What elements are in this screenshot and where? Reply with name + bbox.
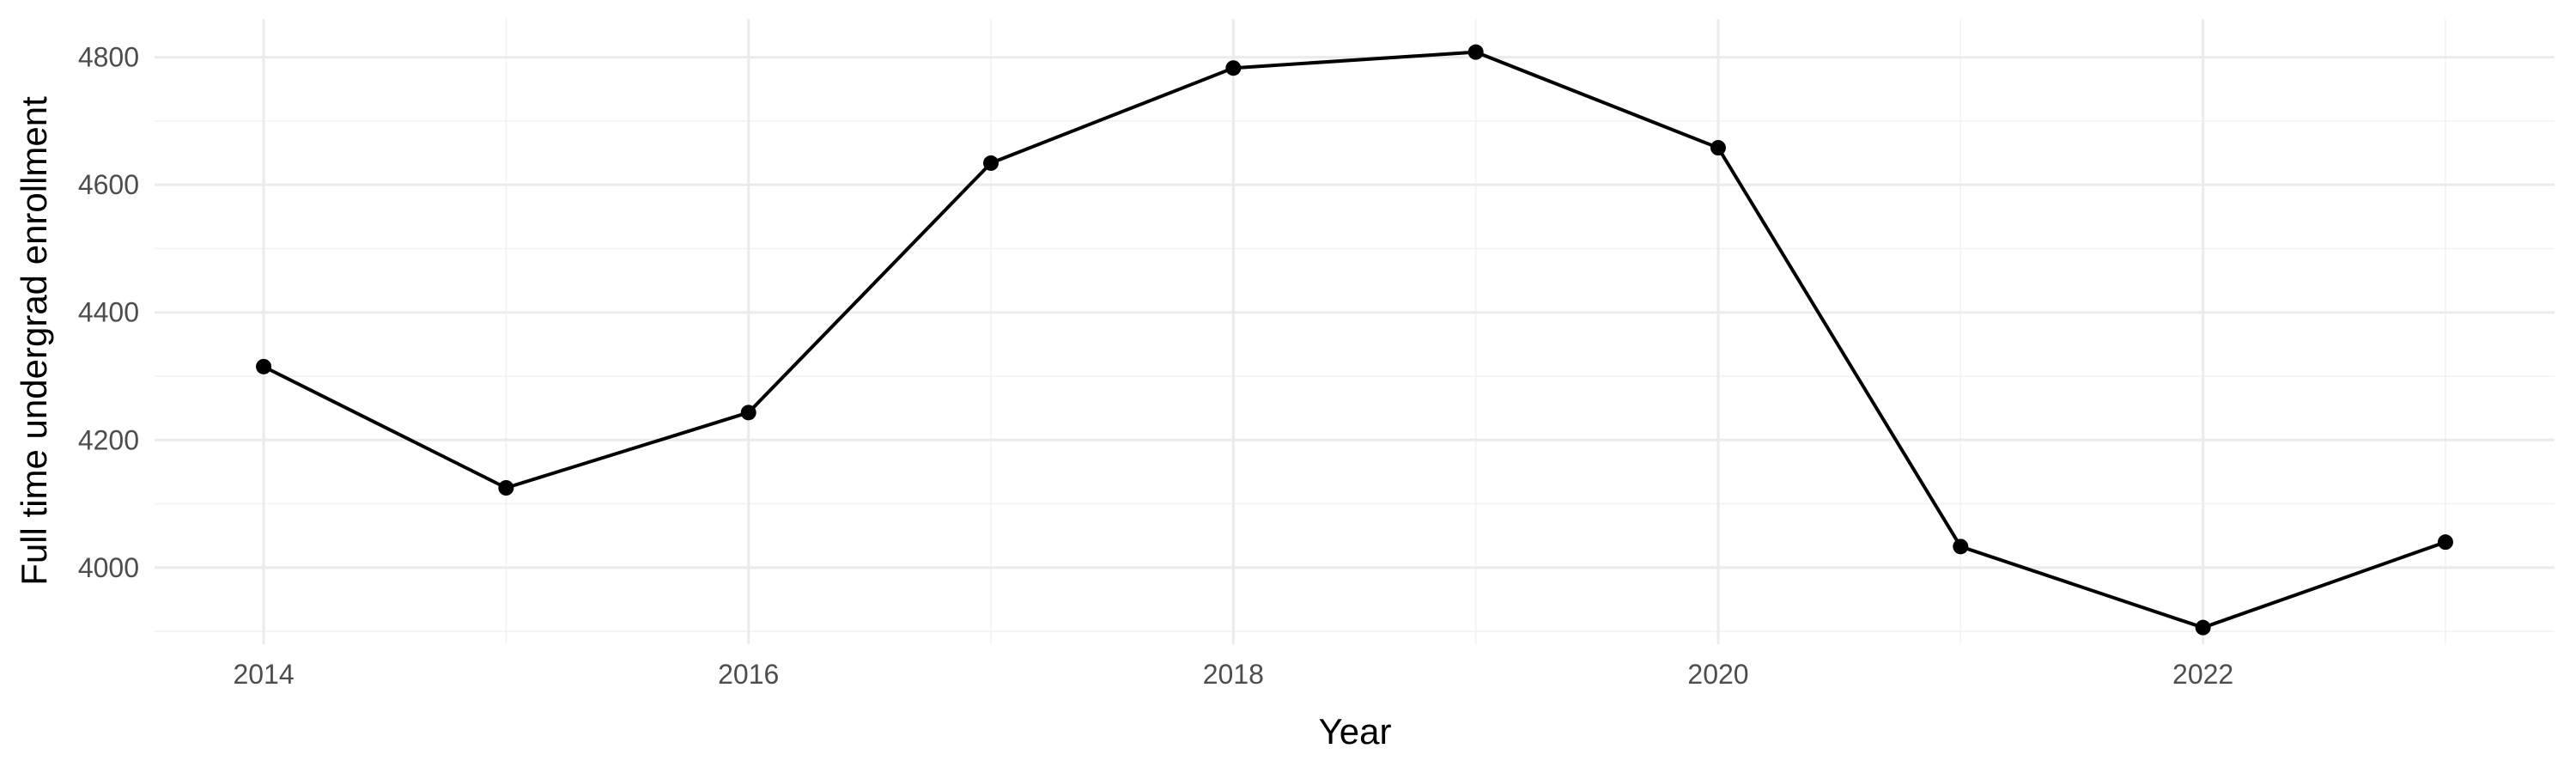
y-tick-label: 4400 bbox=[78, 297, 139, 328]
x-tick-label: 2022 bbox=[2172, 659, 2233, 690]
data-point bbox=[740, 405, 756, 421]
data-point bbox=[498, 480, 514, 496]
y-tick-label: 4600 bbox=[78, 169, 139, 200]
y-axis-tick-labels: 4000 4200 4400 4600 4800 bbox=[78, 42, 139, 583]
data-point bbox=[1467, 44, 1484, 60]
minor-gridlines bbox=[155, 19, 2555, 644]
y-tick-label: 4200 bbox=[78, 424, 139, 455]
series-layer bbox=[256, 44, 2453, 636]
data-point bbox=[1225, 60, 1242, 76]
major-gridlines bbox=[155, 19, 2555, 644]
y-tick-label: 4800 bbox=[78, 42, 139, 73]
data-point bbox=[2195, 619, 2211, 636]
x-tick-label: 2014 bbox=[233, 659, 294, 690]
data-point bbox=[1953, 539, 1969, 555]
data-point bbox=[1710, 140, 1726, 156]
y-axis-title: Full time undergrad enrollment bbox=[14, 96, 54, 586]
x-axis-title: Year bbox=[1319, 711, 1392, 752]
x-tick-label: 2020 bbox=[1687, 659, 1748, 690]
data-point bbox=[256, 358, 272, 374]
data-point bbox=[2437, 534, 2453, 551]
y-tick-label: 4000 bbox=[78, 552, 139, 583]
x-tick-label: 2016 bbox=[718, 659, 779, 690]
x-tick-label: 2018 bbox=[1203, 659, 1264, 690]
series-line bbox=[263, 50, 2446, 630]
x-axis-tick-labels: 2014 2016 2018 2020 2022 bbox=[233, 659, 2233, 690]
data-point bbox=[983, 155, 999, 171]
